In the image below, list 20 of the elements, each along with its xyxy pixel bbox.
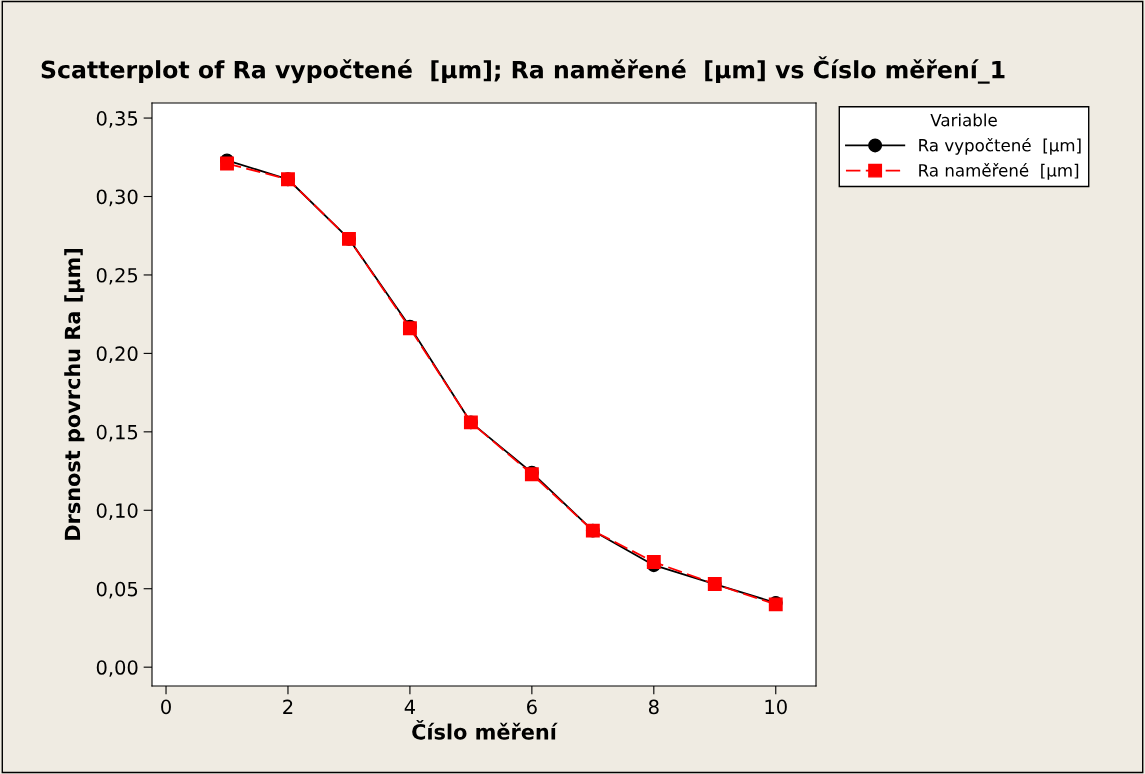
x-tick-label: 10	[765, 699, 787, 715]
y-tick-label: 0,15	[96, 424, 138, 442]
x-tick-label: 0	[161, 699, 171, 715]
x-tick-label: 6	[527, 699, 537, 715]
y-tick-label: 0,10	[96, 503, 138, 520]
y-axis-title: Drsnost povrchu Ra [µm]	[64, 249, 85, 540]
y-tick-label: 0,25	[96, 267, 138, 285]
chart-title: Scatterplot of Ra vypočtené [µm]; Ra naměřené [µm] vs Číslo měření_1	[41, 56, 1005, 84]
x-tick-label: 2	[283, 699, 293, 714]
legend-label: Ra vypočtené [µm]	[919, 137, 1081, 155]
y-tick-label: 0,35	[96, 111, 138, 128]
x-tick-label: 8	[648, 699, 659, 715]
y-tick-label: 0,05	[96, 581, 138, 599]
legend-title: Variable	[930, 113, 997, 127]
y-tick-label: 0,20	[96, 346, 138, 364]
y-tick-label: 0,30	[96, 189, 138, 207]
legend-label: Ra naměřené [µm]	[919, 163, 1079, 180]
y-tick-label: 0,00	[96, 660, 138, 677]
x-axis-title: Číslo měření	[412, 720, 558, 740]
x-tick-label: 4	[404, 699, 416, 714]
